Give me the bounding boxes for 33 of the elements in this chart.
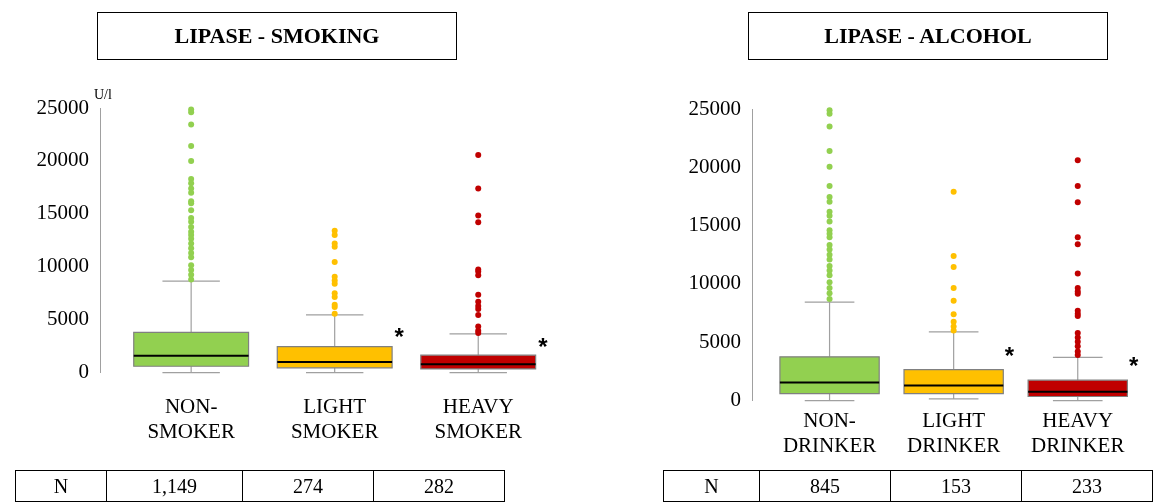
text: 233 [1021, 470, 1153, 502]
y-tick-label: 10000 [36, 253, 89, 278]
y-tick-label: 5000 [47, 306, 89, 331]
y-tick-label: 25000 [688, 95, 741, 120]
text: N [15, 470, 107, 502]
text: N [663, 470, 760, 502]
y-tick-label: 0 [78, 359, 89, 384]
text: 845 [759, 470, 891, 502]
y-axis-title: U/l [94, 86, 112, 102]
text: 274 [242, 470, 374, 502]
x-tick-label: HEAVY SMOKER [434, 393, 522, 443]
text: 153 [890, 470, 1022, 502]
text: 1,149 [106, 470, 243, 502]
y-tick-label: 15000 [36, 200, 89, 225]
text: 282 [373, 470, 505, 502]
y-tick-label: 15000 [688, 212, 741, 237]
annotation: * [1004, 342, 1015, 370]
y-tick-label: 20000 [688, 153, 741, 178]
y-tick-label: 5000 [699, 328, 741, 353]
x-tick-label: NON-SMOKER [147, 393, 235, 443]
x-tick-label: LIGHT SMOKER [290, 393, 379, 443]
chart-title: LIPASE - SMOKING [97, 12, 457, 60]
annotation: * [1128, 352, 1139, 380]
x-tick-label: HEAVY DRINKER [1031, 407, 1125, 457]
annotation: * [394, 323, 405, 351]
y-tick-label: 25000 [36, 94, 89, 119]
y-tick-label: 10000 [688, 270, 741, 295]
annotation: * [538, 332, 549, 360]
chart-title: LIPASE - ALCOHOL [748, 12, 1108, 60]
y-tick-label: 0 [730, 387, 741, 412]
x-tick-label: LIGHT DRINKER [906, 407, 1001, 457]
x-tick-label: NON-DRINKER [782, 407, 877, 457]
y-tick-label: 20000 [36, 147, 89, 172]
